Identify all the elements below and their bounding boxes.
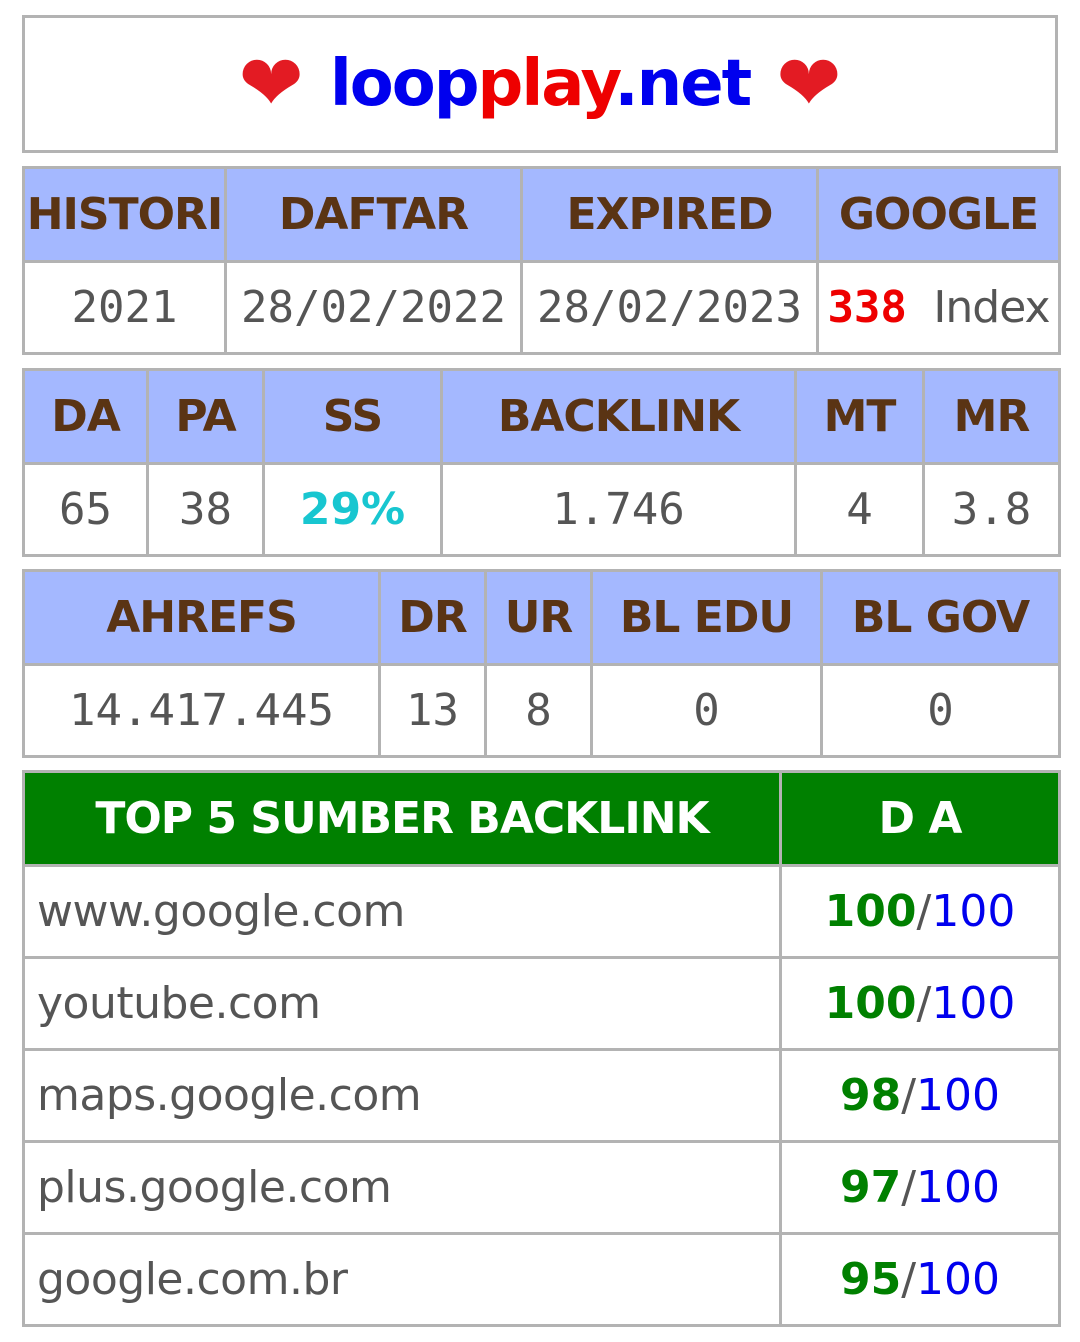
value-da: 65 [22,462,149,557]
header-daftar: DAFTAR [224,166,523,263]
table-row: youtube.com 100/100 [22,956,1061,1051]
da-value: 95 [839,1254,902,1305]
da-separator: / [901,1254,917,1305]
source-domain: www.google.com [22,864,782,959]
source-domain: google.com.br [22,1232,782,1327]
value-bl-edu: 0 [590,663,823,758]
source-domain: maps.google.com [22,1048,782,1143]
heart-icon: ❤ [776,39,842,129]
source-da: 95/100 [779,1232,1061,1327]
site-name-part3: .net [614,47,752,121]
google-index-count: 338 [827,282,907,333]
table-row: google.com.br 95/100 [22,1232,1061,1327]
moz-metrics-table: DA PA SS BACKLINK MT MR 65 38 29% 1.746 … [22,368,1061,557]
value-google: 338 Index [816,260,1061,355]
header-histori: HISTORI [22,166,227,263]
da-separator: / [901,1070,917,1121]
top-backlink-sources-table: TOP 5 SUMBER BACKLINK D A www.google.com… [22,770,1061,1327]
header-expired: EXPIRED [520,166,819,263]
ahrefs-metrics-table: AHREFS DR UR BL EDU BL GOV 14.417.445 13… [22,569,1061,758]
value-dr: 13 [378,663,487,758]
da-value: 98 [839,1070,902,1121]
value-bl-gov: 0 [820,663,1061,758]
value-mr: 3.8 [922,462,1061,557]
da-separator: / [916,886,932,937]
header-dr: DR [378,569,487,666]
da-separator: / [916,978,932,1029]
header-top-sources: TOP 5 SUMBER BACKLINK [22,770,782,867]
site-name[interactable]: loopplay.net [329,47,752,121]
da-max: 100 [931,886,1016,937]
header-ahrefs: AHREFS [22,569,381,666]
site-title-box: ❤ loopplay.net ❤ [22,15,1058,153]
da-value: 100 [824,978,917,1029]
value-expired: 28/02/2023 [520,260,819,355]
header-google: GOOGLE [816,166,1061,263]
domain-history-table: HISTORI DAFTAR EXPIRED GOOGLE 2021 28/02… [22,166,1061,355]
spam-score: 29% [299,484,406,535]
header-bl-gov: BL GOV [820,569,1061,666]
header-da: D A [779,770,1061,867]
heart-icon: ❤ [238,39,304,129]
value-ahrefs: 14.417.445 [22,663,381,758]
value-daftar: 28/02/2022 [224,260,523,355]
value-pa: 38 [146,462,265,557]
source-da: 98/100 [779,1048,1061,1143]
da-separator: / [901,1162,917,1213]
value-histori: 2021 [22,260,227,355]
source-da: 100/100 [779,864,1061,959]
da-max: 100 [931,978,1016,1029]
source-domain: plus.google.com [22,1140,782,1235]
google-index-label: Index [933,282,1050,333]
header-mr: MR [922,368,1061,465]
value-mt: 4 [794,462,925,557]
header-bl-edu: BL EDU [590,569,823,666]
value-ss: 29% [262,462,443,557]
header-mt: MT [794,368,925,465]
header-pa: PA [146,368,265,465]
value-backlink: 1.746 [440,462,797,557]
value-ur: 8 [484,663,593,758]
header-backlink: BACKLINK [440,368,797,465]
header-da: DA [22,368,149,465]
header-ss: SS [262,368,443,465]
source-domain: youtube.com [22,956,782,1051]
site-name-part2: play [477,47,617,121]
source-da: 97/100 [779,1140,1061,1235]
source-da: 100/100 [779,956,1061,1051]
da-max: 100 [916,1254,1001,1305]
da-max: 100 [916,1162,1001,1213]
da-value: 100 [824,886,917,937]
table-row: plus.google.com 97/100 [22,1140,1061,1235]
da-max: 100 [916,1070,1001,1121]
da-value: 97 [839,1162,902,1213]
table-row: www.google.com 100/100 [22,864,1061,959]
header-ur: UR [484,569,593,666]
site-name-part1: loop [329,47,480,121]
table-row: maps.google.com 98/100 [22,1048,1061,1143]
